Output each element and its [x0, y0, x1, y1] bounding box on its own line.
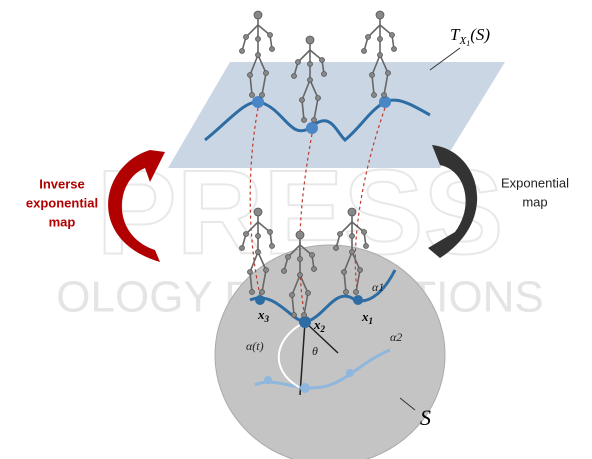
inverse-map-label: Inverse: [39, 176, 85, 191]
point: [300, 383, 310, 393]
point: [306, 122, 318, 134]
label-part: 3: [264, 314, 270, 324]
curve-label: α2: [390, 330, 402, 344]
exponential-map-label: Exponential: [501, 175, 569, 190]
inverse-map-label: exponential: [26, 195, 98, 210]
point: [255, 295, 265, 305]
angle-label: θ: [312, 344, 318, 358]
curve-label: α1: [372, 280, 384, 294]
point: [379, 96, 391, 108]
label-part: (S): [470, 25, 490, 44]
tangent-label: TX1(S): [450, 25, 490, 48]
point: [264, 376, 272, 384]
point: [299, 316, 311, 328]
point: [346, 369, 354, 377]
point: [353, 295, 363, 305]
label-part: 1: [369, 316, 374, 326]
exponential-map-label: map: [522, 194, 547, 209]
manifold-label: S: [420, 405, 431, 430]
curve-label: α(t): [246, 339, 264, 353]
inverse-map-label: map: [49, 214, 76, 229]
label-part: 2: [320, 324, 326, 334]
diagram: PRESS OLOGY PUBLICATIONS TX1(S) x3 x2 x1…: [0, 0, 592, 459]
